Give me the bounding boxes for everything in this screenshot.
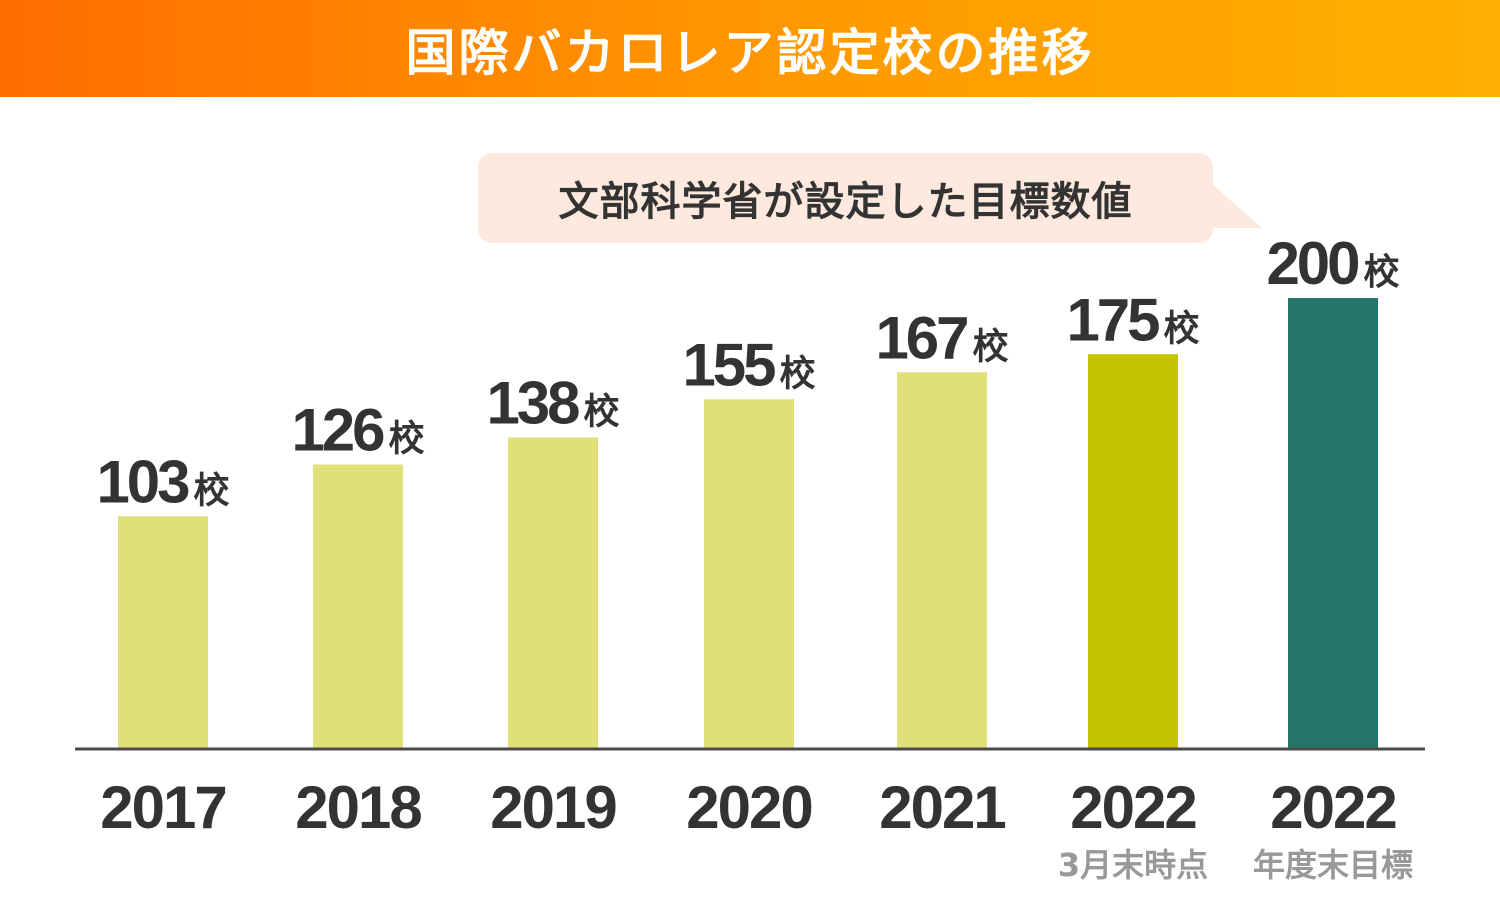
value-label-0: 103 校 — [96, 448, 229, 515]
value-unit-1: 校 — [389, 419, 425, 460]
value-label-6: 200 校 — [1266, 230, 1399, 297]
x-tick-label-3: 2020 — [686, 774, 811, 841]
value-label-5: 175 校 — [1066, 286, 1199, 353]
x-sublabel-5: 3月末時点 — [1058, 846, 1208, 884]
value-unit-5: 校 — [1164, 308, 1200, 349]
title-banner: 国際バカロレア認定校の推移 — [0, 0, 1500, 97]
x-sublabel-6: 年度末目標 — [1253, 846, 1413, 884]
x-tick-label-5: 2022 — [1070, 774, 1195, 841]
bar-2 — [508, 437, 598, 748]
value-label-2: 138 校 — [486, 370, 619, 437]
x-tick-label-1: 2018 — [295, 774, 421, 841]
x-tick-label-0: 2017 — [100, 774, 225, 841]
value-label-4: 167 校 — [875, 304, 1008, 371]
x-tick-label-2: 2019 — [490, 774, 616, 841]
value-label-3: 155 校 — [682, 331, 815, 398]
x-tick-label-4: 2021 — [879, 774, 1005, 841]
bar-5 — [1088, 354, 1178, 748]
value-number-5: 175 — [1066, 286, 1159, 353]
value-number-4: 167 — [875, 304, 967, 371]
value-unit-3: 校 — [780, 353, 816, 394]
bar-1 — [313, 464, 403, 748]
bar-4 — [897, 372, 987, 748]
value-number-3: 155 — [682, 331, 775, 398]
bar-6 — [1288, 298, 1378, 748]
value-unit-2: 校 — [584, 392, 620, 433]
value-unit-6: 校 — [1364, 252, 1400, 293]
x-tick-label-6: 2022 — [1270, 774, 1395, 841]
value-number-2: 138 — [486, 370, 579, 437]
value-number-6: 200 — [1266, 230, 1358, 297]
callout-text: 文部科学省が設定した目標数値 — [558, 179, 1133, 225]
value-number-1: 126 — [291, 397, 384, 464]
target-callout: 文部科学省が設定した目標数値 — [478, 153, 1213, 243]
value-label-1: 126 校 — [291, 397, 424, 464]
value-unit-4: 校 — [973, 326, 1009, 367]
value-unit-0: 校 — [194, 470, 230, 511]
chart-title: 国際バカロレア認定校の推移 — [405, 23, 1095, 82]
bar-0 — [118, 516, 208, 748]
bar-3 — [704, 399, 794, 748]
value-number-0: 103 — [96, 448, 189, 515]
